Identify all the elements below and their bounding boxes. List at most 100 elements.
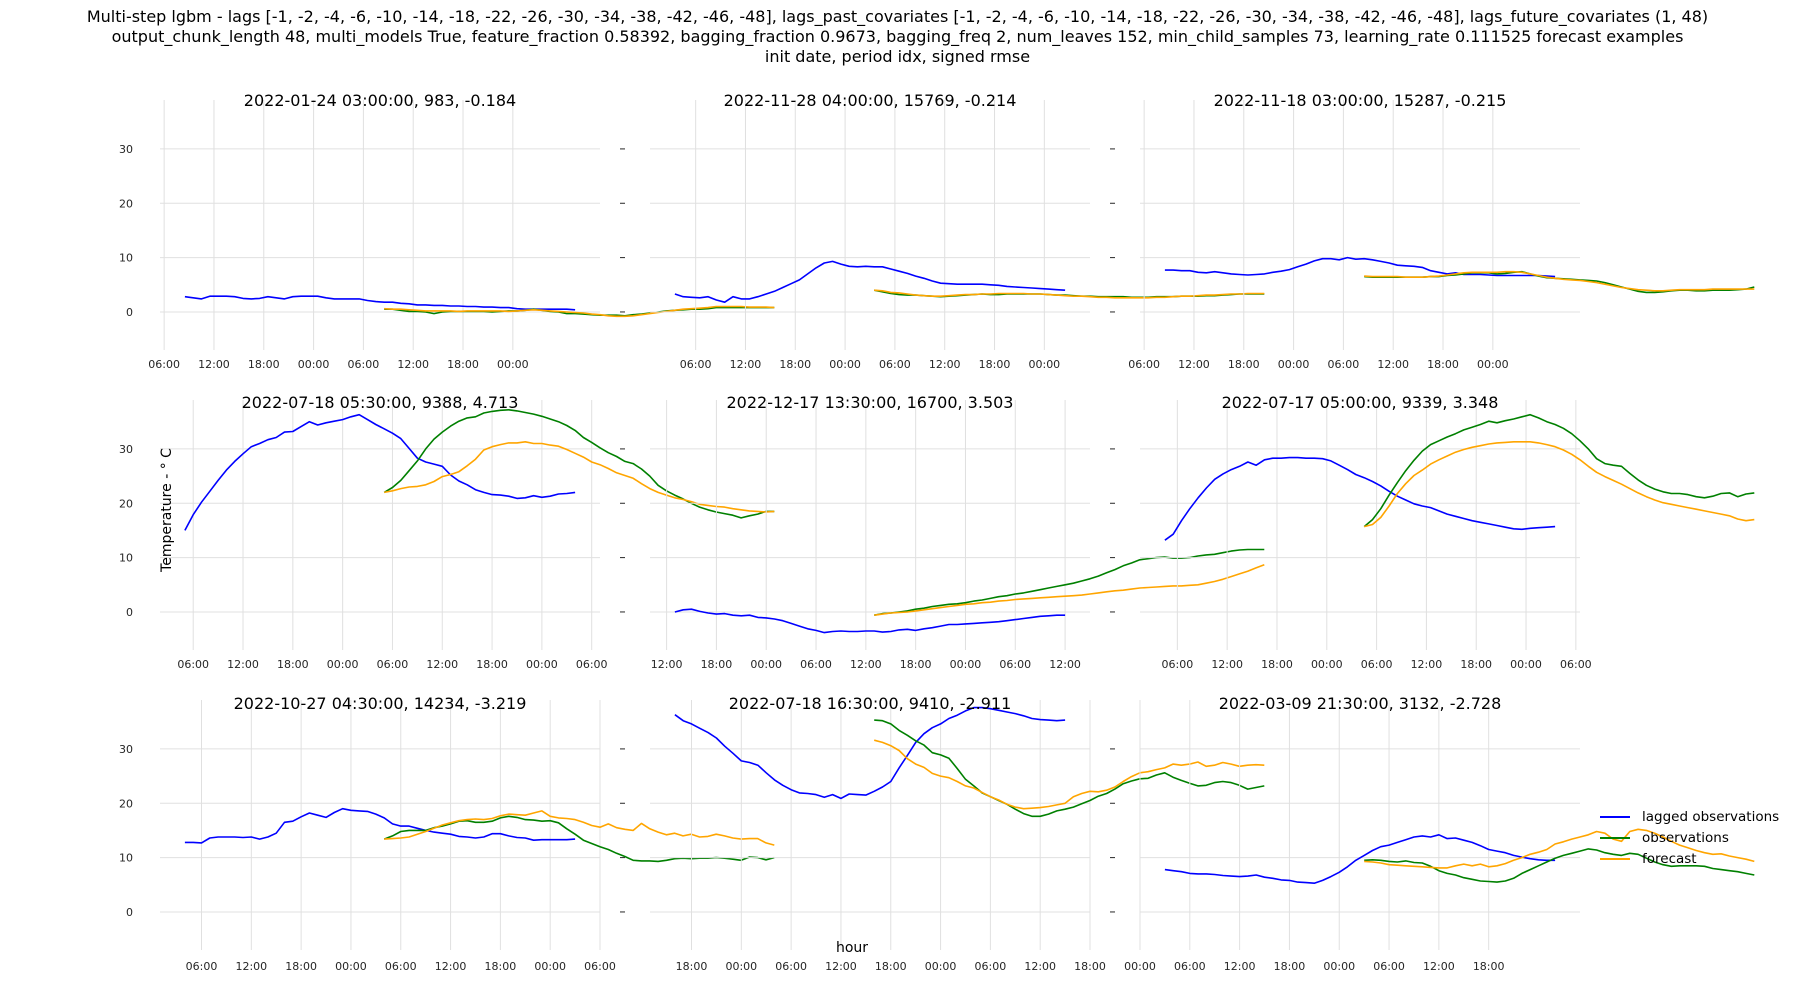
y-tick-label: 20 bbox=[119, 797, 133, 810]
x-tick-label: 06:00 bbox=[1361, 658, 1393, 671]
series-line-lagged-observations bbox=[184, 295, 576, 311]
x-tick-label: 06:00 bbox=[680, 358, 712, 371]
subplot-1: 06:00 12:00 18:00 00:00 06:00 12:00 18:00 00:00… bbox=[119, 91, 775, 371]
legend-swatch bbox=[1600, 836, 1630, 839]
x-tick-label: 12:00 bbox=[1178, 358, 1210, 371]
x-tick-label: 00:00 bbox=[750, 658, 782, 671]
x-tick-label: 12:00 bbox=[426, 658, 458, 671]
series-line-observations bbox=[874, 719, 1265, 818]
legend-item-observations: observations bbox=[1600, 827, 1779, 848]
x-tick-label: 06:00 bbox=[177, 658, 209, 671]
x-tick-label: 06:00 bbox=[1560, 658, 1592, 671]
series-line-forecast bbox=[384, 305, 775, 318]
x-tick-label: 06:00 bbox=[348, 358, 380, 371]
subplot-title: 2022-07-18 05:30:00, 9388, 4.713 bbox=[242, 393, 519, 412]
x-tick-label: 06:00 bbox=[148, 358, 180, 371]
x-tick-label: 12:00 bbox=[730, 358, 762, 371]
subplot-2: 06:00 12:00 18:00 00:00 06:00 12:00 18:00 00:00… bbox=[620, 91, 1265, 371]
x-tick-label: 18:00 bbox=[875, 960, 907, 973]
series-line-lagged-observations bbox=[184, 413, 576, 531]
series-line-lagged-observations bbox=[674, 260, 1066, 304]
y-tick-label: 10 bbox=[119, 552, 133, 565]
series-line-lagged-observations bbox=[1164, 833, 1556, 885]
x-tick-label: 18:00 bbox=[1427, 358, 1459, 371]
y-tick-label: 0 bbox=[126, 906, 133, 919]
x-tick-label: 12:00 bbox=[850, 658, 882, 671]
x-tick-label: 18:00 bbox=[1460, 658, 1492, 671]
y-axis-label: Temperature - ° C bbox=[159, 448, 175, 572]
x-tick-label: 06:00 bbox=[1328, 358, 1360, 371]
x-tick-label: 06:00 bbox=[186, 960, 218, 973]
series-line-observations bbox=[383, 815, 775, 863]
series-line-forecast bbox=[384, 810, 775, 846]
x-tick-label: 00:00 bbox=[497, 358, 529, 371]
subplot-title: 2022-10-27 04:30:00, 14234, -3.219 bbox=[234, 694, 527, 713]
x-tick-label: 12:00 bbox=[651, 658, 683, 671]
x-tick-label: 18:00 bbox=[779, 358, 811, 371]
legend-swatch bbox=[1600, 815, 1630, 818]
x-tick-label: 00:00 bbox=[534, 960, 566, 973]
x-tick-label: 12:00 bbox=[198, 358, 230, 371]
series-line-observations bbox=[1364, 848, 1755, 883]
y-tick-label: 10 bbox=[119, 252, 133, 265]
x-tick-label: 12:00 bbox=[1049, 658, 1081, 671]
figure-title: Multi-step lgbm - lags [-1, -2, -4, -6, … bbox=[0, 7, 1795, 67]
series-line-lagged-observations bbox=[184, 807, 576, 844]
y-tick-label: 0 bbox=[126, 606, 133, 619]
y-tick-label: 30 bbox=[119, 743, 133, 756]
legend-label: observations bbox=[1642, 829, 1729, 846]
x-tick-label: 18:00 bbox=[248, 358, 280, 371]
x-tick-label: 00:00 bbox=[1477, 358, 1509, 371]
x-tick-label: 12:00 bbox=[435, 960, 467, 973]
x-tick-label: 18:00 bbox=[476, 658, 508, 671]
x-tick-label: 12:00 bbox=[1377, 358, 1409, 371]
series-line-lagged-observations bbox=[1164, 256, 1556, 278]
subplot-3: 06:00 12:00 18:00 00:00 06:00 12:00 18:00 00:00… bbox=[1110, 91, 1755, 371]
subplot-5: 12:00 18:00 00:00 06:00 12:00 18:00 00:00 06:00… bbox=[620, 393, 1265, 671]
x-tick-label: 00:00 bbox=[1278, 358, 1310, 371]
legend-swatch bbox=[1600, 857, 1630, 860]
y-tick-label: 20 bbox=[119, 197, 133, 210]
y-tick-label: 0 bbox=[126, 306, 133, 319]
x-tick-label: 12:00 bbox=[1423, 960, 1455, 973]
y-tick-label: 30 bbox=[119, 443, 133, 456]
x-tick-label: 18:00 bbox=[1261, 658, 1293, 671]
x-tick-label: 00:00 bbox=[1124, 960, 1156, 973]
x-tick-label: 00:00 bbox=[950, 658, 982, 671]
x-tick-label: 00:00 bbox=[298, 358, 330, 371]
x-tick-label: 12:00 bbox=[397, 358, 429, 371]
x-tick-label: 06:00 bbox=[999, 658, 1031, 671]
series-line-observations bbox=[1363, 413, 1755, 528]
y-tick-label: 30 bbox=[119, 143, 133, 156]
x-tick-label: 00:00 bbox=[1510, 658, 1542, 671]
series-line-forecast bbox=[1364, 828, 1755, 869]
x-tick-label: 12:00 bbox=[227, 658, 259, 671]
x-tick-label: 12:00 bbox=[1211, 658, 1243, 671]
figure-title-line-3: init date, period idx, signed rmse bbox=[764, 47, 1031, 66]
series-line-forecast bbox=[1364, 440, 1755, 528]
x-tick-label: 06:00 bbox=[377, 658, 409, 671]
series-line-forecast bbox=[873, 739, 1265, 810]
x-tick-label: 06:00 bbox=[775, 960, 807, 973]
x-tick-label: 06:00 bbox=[1162, 658, 1194, 671]
subplot-title: 2022-12-17 13:30:00, 16700, 3.503 bbox=[727, 393, 1014, 412]
figure-title-line-1: Multi-step lgbm - lags [-1, -2, -4, -6, … bbox=[86, 7, 1709, 26]
x-tick-label: 12:00 bbox=[929, 358, 961, 371]
y-tick-label: 10 bbox=[119, 852, 133, 865]
y-tick-label: 20 bbox=[119, 497, 133, 510]
x-tick-label: 18:00 bbox=[1074, 960, 1106, 973]
series-line-lagged-observations bbox=[674, 608, 1066, 634]
x-tick-label: 00:00 bbox=[829, 358, 861, 371]
x-tick-label: 06:00 bbox=[879, 358, 911, 371]
series-line-forecast bbox=[384, 440, 775, 513]
x-tick-label: 18:00 bbox=[979, 358, 1011, 371]
series-line-lagged-observations bbox=[674, 706, 1066, 800]
series-line-observations bbox=[874, 548, 1265, 616]
x-tick-label: 00:00 bbox=[1323, 960, 1355, 973]
subplot-title: 2022-01-24 03:00:00, 983, -0.184 bbox=[244, 91, 516, 110]
legend-item-forecast: forecast bbox=[1600, 848, 1779, 869]
subplot-title: 2022-11-18 03:00:00, 15287, -0.215 bbox=[1214, 91, 1507, 110]
subplot-4: 06:00 12:00 18:00 00:00 06:00 12:00 18:00 00:00… bbox=[119, 393, 775, 671]
x-tick-label: 06:00 bbox=[800, 658, 832, 671]
